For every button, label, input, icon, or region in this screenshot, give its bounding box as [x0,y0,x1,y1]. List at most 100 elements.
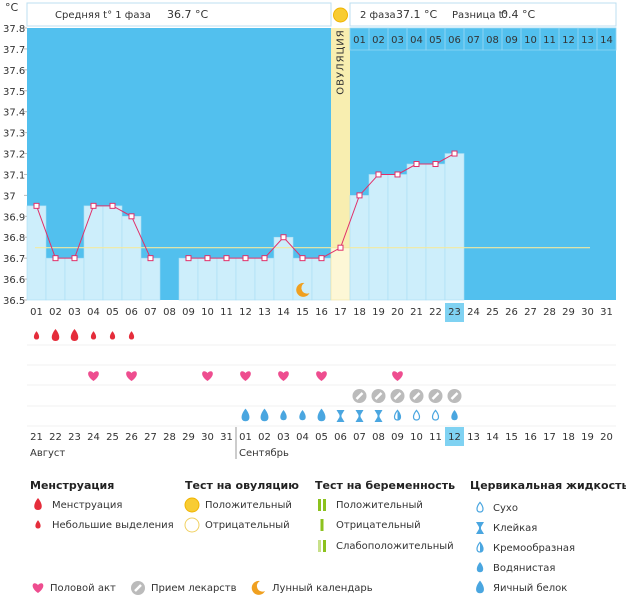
heart [240,371,251,381]
month-label: Сентябрь [239,448,289,459]
calendar-date: 04 [296,432,309,443]
legend-item: Половой акт [50,583,116,594]
spotting-drop [33,331,40,340]
temperature-point [432,161,439,167]
y-tick-label: 37.2 [3,150,25,161]
y-tick-label: 37.8 [3,24,25,35]
phase-day-label: 02 [372,35,385,46]
spotting-drop-part [33,331,40,340]
cervical-creamy [476,541,484,553]
cycle-day-label: 13 [258,307,271,318]
cervical-sticky [476,522,484,534]
calendar-date: 29 [182,432,195,443]
cervical-creamy-part [397,410,401,420]
calendar-date: 14 [486,432,499,443]
temperature-point [337,244,344,251]
ovulation-column [331,28,350,300]
ovulation-label: ОВУЛЯЦИЯ [336,29,347,95]
calendar-date: 02 [258,432,271,443]
temperature-bar [387,174,408,301]
legend-item: Прием лекарств [151,583,237,594]
cycle-day-label: 30 [581,307,594,318]
pregnancy-positive-part [318,499,321,511]
calendar-date: 17 [543,432,556,443]
diff-label: Разница t° [452,10,508,21]
cycle-day-label: 31 [600,307,613,318]
temperature-bar [330,247,351,301]
pill-part [393,392,402,400]
cervical-egg-white [476,580,484,594]
y-tick-label: 37 [3,191,16,202]
temperature-point [318,255,325,262]
pregnancy-weak-part [318,540,321,552]
phase-day-label: 06 [448,35,461,46]
calendar-date: 24 [87,432,100,443]
cycle-day-label: 16 [315,307,328,318]
header-box [26,2,332,27]
calendar-date: 23 [68,432,81,443]
calendar-date: 28 [163,432,176,443]
temperature-point [52,255,59,262]
cervical-sticky [374,410,383,422]
temperature-point [242,255,249,262]
y-tick-label: 37.6 [3,66,25,77]
cervical-egg-white-part [317,408,326,422]
moon-part [296,282,310,297]
temperature-point [71,255,78,262]
temperature-point [33,202,40,209]
calendar-date: 20 [600,432,613,443]
spotting-drop [109,331,116,340]
calendar-date: 05 [315,432,328,443]
temperature-bar [83,205,104,301]
pill-part [412,392,421,400]
phase-day-label: 10 [524,35,537,46]
temperature-point [261,255,268,262]
cycle-day-label: 26 [505,307,518,318]
legend-title: Тест на овуляцию [185,479,299,492]
spotting-drop-part [35,520,41,529]
cervical-egg-white-part [241,408,250,422]
phase-day-label: 11 [543,35,556,46]
temperature-point [128,213,135,220]
cycle-day-label: 05 [106,307,119,318]
cervical-creamy-part [480,542,483,552]
cycle-day-label: 17 [334,307,347,318]
menstruation-drop [51,329,60,341]
cervical-watery-part [476,562,484,573]
calendar-date: 12 [448,432,461,443]
cycle-day-label: 10 [201,307,214,318]
heart [88,371,99,381]
cycle-day-label: 20 [391,307,404,318]
calendar-date: 09 [391,432,404,443]
cervical-dry [476,501,484,513]
spotting-drop-part [128,331,135,340]
legend-item: Лунный календарь [272,583,373,594]
legend-item: Положительный [336,500,423,511]
menstruation-drop [70,329,79,341]
pill [409,389,424,403]
legend-title: Тест на беременность [315,479,455,492]
ovulation-positive-part [333,7,348,23]
cycle-day-label: 09 [182,307,195,318]
cycle-day-label: 24 [467,307,480,318]
cervical-watery [280,410,287,421]
cervical-watery-part [280,410,287,421]
cycle-day-label: 29 [562,307,575,318]
heart-part [316,371,327,381]
heart [32,583,44,593]
ovulation-positive [333,7,348,23]
pill [428,389,443,403]
legend-item: Небольшие выделения [52,520,174,531]
ovulation-negative-part [184,517,200,533]
menstruation-drop-part [51,329,60,341]
cervical-dry-part [476,501,484,513]
temperature-point [375,171,382,178]
cycle-day-label: 06 [125,307,138,318]
legend-title: Менструация [30,479,114,492]
temperature-bar [273,236,294,301]
calendar-date: 13 [467,432,480,443]
cervical-watery-part [451,410,458,421]
month-label: Август [30,448,65,459]
temperature-point [223,255,230,262]
calendar-date: 19 [581,432,594,443]
